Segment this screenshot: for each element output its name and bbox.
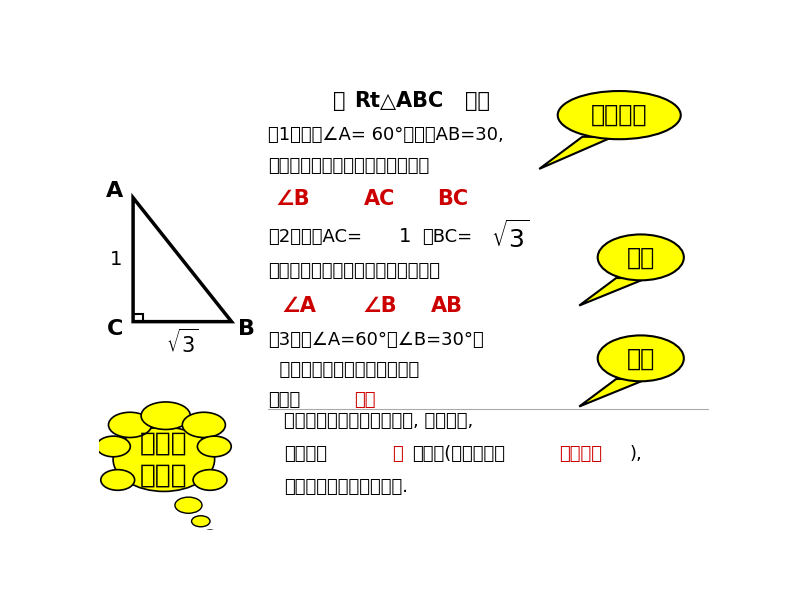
Polygon shape	[579, 379, 647, 406]
Text: 一个是边: 一个是边	[560, 445, 603, 463]
Ellipse shape	[101, 470, 135, 491]
Text: 一角一边: 一角一边	[591, 103, 647, 127]
Text: ∠A: ∠A	[282, 296, 317, 315]
Ellipse shape	[204, 530, 216, 538]
Text: 不能: 不能	[355, 390, 376, 409]
Text: BC: BC	[437, 189, 468, 209]
Text: A: A	[106, 181, 123, 201]
Ellipse shape	[598, 336, 684, 381]
Text: 两边: 两边	[626, 246, 655, 269]
Ellipse shape	[198, 436, 231, 457]
Text: 1: 1	[110, 250, 122, 269]
Ellipse shape	[193, 470, 227, 491]
Polygon shape	[539, 137, 613, 169]
Ellipse shape	[109, 412, 152, 437]
Text: （2）根据AC=: （2）根据AC=	[268, 228, 363, 246]
Ellipse shape	[113, 427, 214, 492]
Text: B: B	[238, 318, 256, 339]
Text: 你能求出这个三角形的其他元: 你能求出这个三角形的其他元	[268, 361, 420, 379]
Ellipse shape	[183, 412, 225, 437]
Text: Rt△ABC: Rt△ABC	[355, 91, 444, 111]
Text: 个元素(其中至少有: 个元素(其中至少有	[412, 445, 505, 463]
Text: AC: AC	[364, 189, 395, 209]
Text: 如果知道: 如果知道	[284, 445, 327, 463]
Text: ),: ),	[630, 445, 642, 463]
Text: ，BC=: ，BC=	[422, 228, 472, 246]
Ellipse shape	[175, 497, 202, 513]
Text: 就可以求出其余三个元素.: 就可以求出其余三个元素.	[284, 479, 408, 496]
Text: （1）根据∠A= 60°，斜边AB=30,: （1）根据∠A= 60°，斜边AB=30,	[268, 126, 504, 144]
Text: 两角: 两角	[626, 346, 655, 370]
Ellipse shape	[141, 402, 191, 430]
Text: 两: 两	[392, 445, 403, 463]
Text: 在: 在	[333, 91, 345, 111]
Text: ∠B: ∠B	[276, 189, 310, 209]
Ellipse shape	[191, 516, 210, 527]
Text: ∠B: ∠B	[362, 296, 396, 315]
Text: $\sqrt{3}$: $\sqrt{3}$	[491, 221, 530, 253]
Text: 你能求出这三角形的其他元素吗？: 你能求出这三角形的其他元素吗？	[268, 157, 430, 175]
Text: 1: 1	[399, 227, 411, 246]
Text: 你能求出这个三角形的其他元素吗？: 你能求出这个三角形的其他元素吗？	[268, 262, 441, 280]
Polygon shape	[579, 278, 647, 306]
Ellipse shape	[97, 436, 130, 457]
Text: 素吗？: 素吗？	[268, 390, 301, 409]
Ellipse shape	[598, 234, 684, 280]
Text: 你发现
了什么: 你发现 了什么	[140, 430, 187, 488]
Text: 在直角三角形的六个元素中, 除直角外,: 在直角三角形的六个元素中, 除直角外,	[284, 412, 473, 430]
Ellipse shape	[557, 91, 680, 139]
Text: 中，: 中，	[465, 91, 491, 111]
Text: AB: AB	[431, 296, 463, 315]
Text: （3）根∠A=60°，∠B=30°，: （3）根∠A=60°，∠B=30°，	[268, 331, 484, 349]
Text: $\sqrt{3}$: $\sqrt{3}$	[166, 328, 198, 356]
Text: C: C	[106, 318, 123, 339]
